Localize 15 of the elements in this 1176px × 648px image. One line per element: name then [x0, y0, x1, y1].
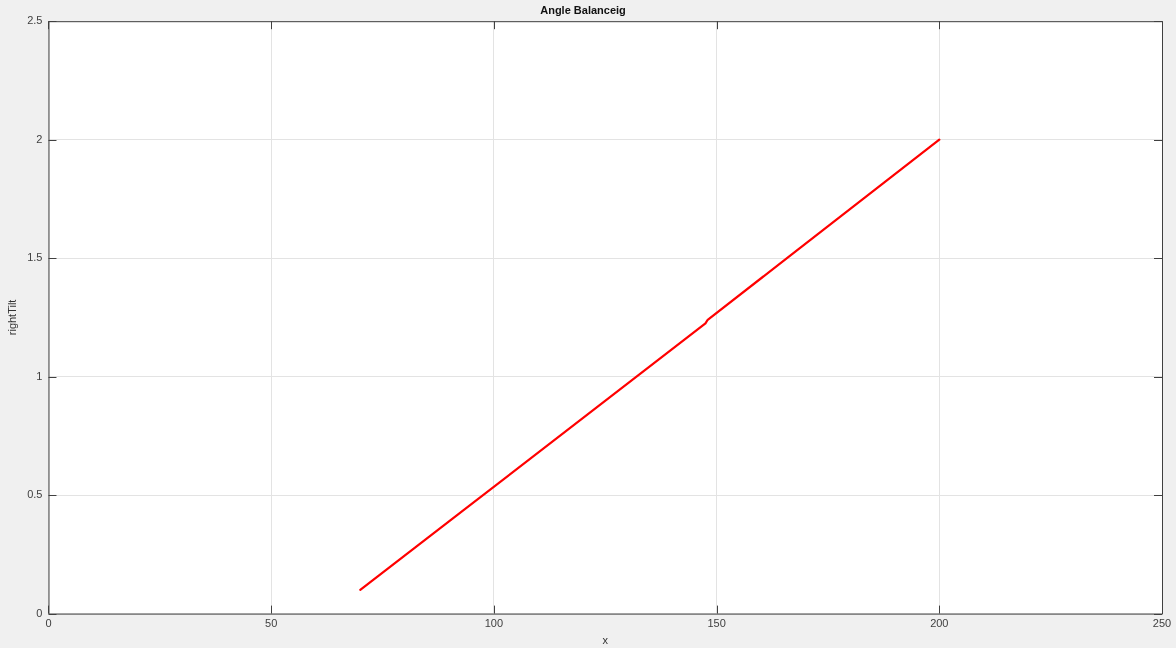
y-tick-label: 0 [36, 606, 43, 619]
x-tick-label: 100 [484, 617, 504, 630]
y-tick-label: 1.5 [27, 251, 43, 264]
y-axis-title: rightTilt [5, 299, 18, 336]
x-tick-label: 200 [930, 617, 949, 630]
x-tick-label: 0 [45, 617, 52, 630]
x-tick-label: 150 [707, 617, 726, 630]
chart-title: Angle Balanceig [540, 3, 626, 16]
y-tick-label: 2 [36, 132, 43, 145]
y-tick-label: 0.5 [27, 488, 43, 501]
x-axis-title: x [602, 634, 609, 647]
y-tick-label: 2.5 [27, 14, 43, 27]
x-tick-label: 50 [265, 617, 278, 630]
y-tick-label: 1 [36, 369, 43, 382]
x-tick-label: 250 [1152, 617, 1172, 630]
